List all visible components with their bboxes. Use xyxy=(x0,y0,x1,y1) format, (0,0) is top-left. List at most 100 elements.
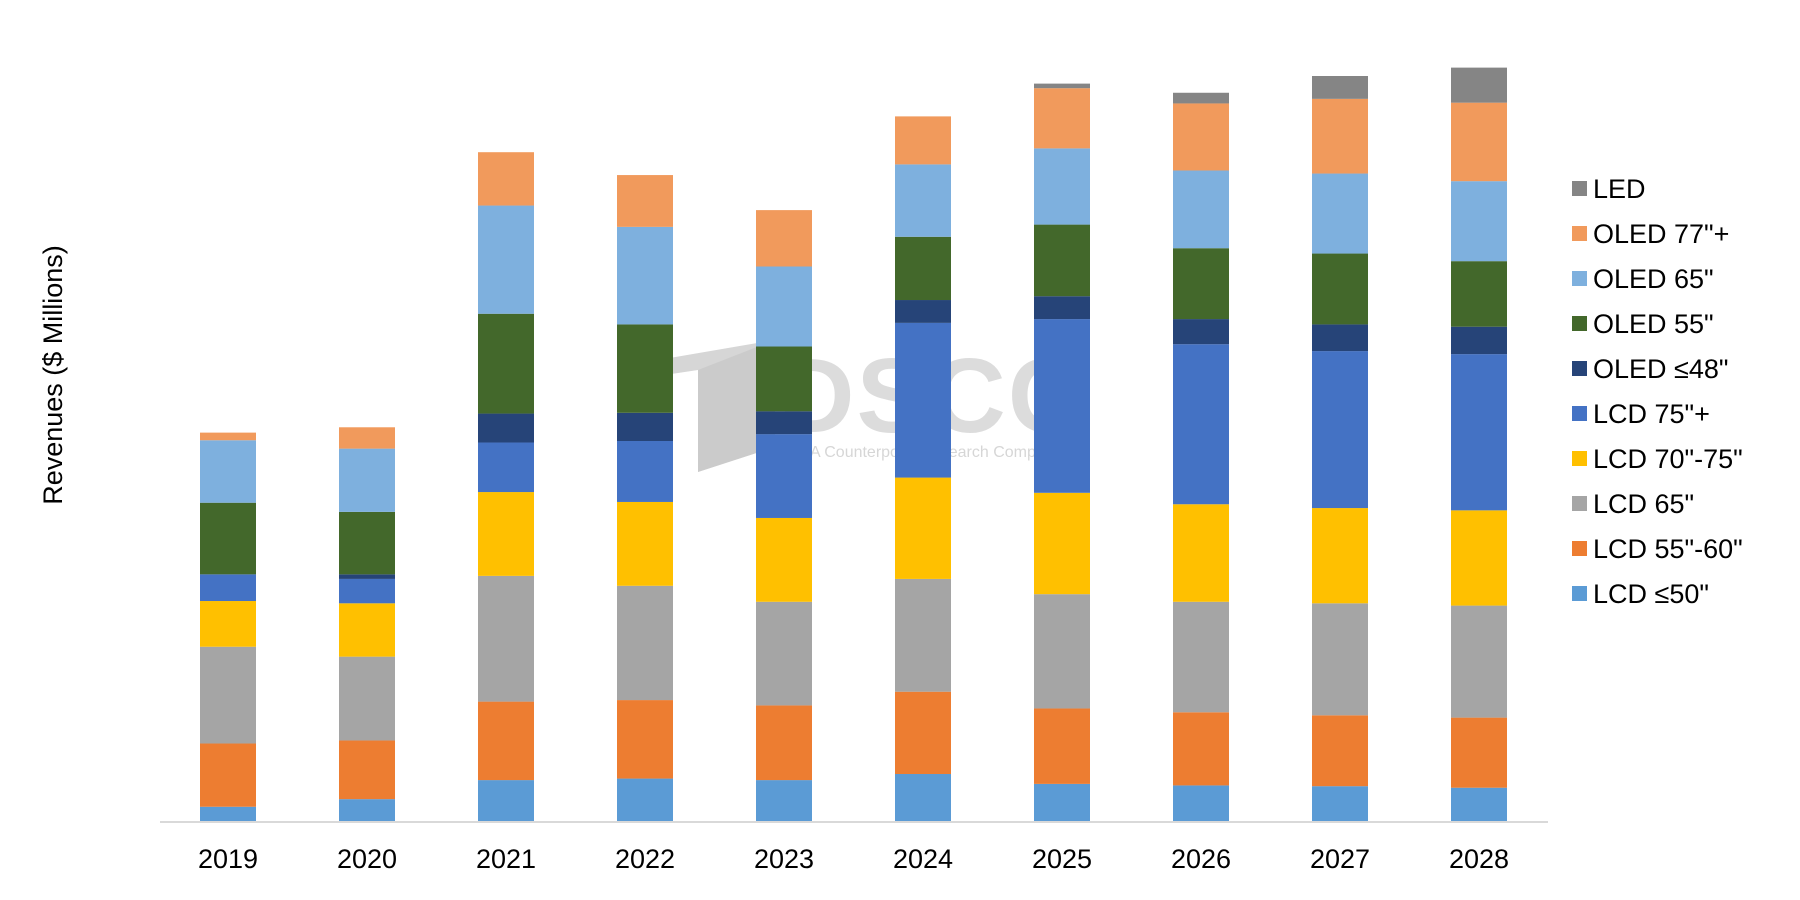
bar-segment-2023-s4 xyxy=(756,434,812,518)
bar-segment-2019-s8 xyxy=(200,432,256,441)
bar-segment-2021-s0 xyxy=(478,780,534,822)
bar-segment-2024-s8 xyxy=(895,116,951,165)
bar-segment-2025-s7 xyxy=(1034,148,1090,225)
bar-segment-2023-s5 xyxy=(756,411,812,435)
x-tick-label: 2019 xyxy=(198,844,258,874)
bar-segment-2022-s6 xyxy=(617,324,673,413)
legend-swatch xyxy=(1572,451,1587,466)
watermark-logo-facet xyxy=(698,340,775,472)
bar-segment-2027-s8 xyxy=(1312,98,1368,174)
bar-segment-2020-s5 xyxy=(339,574,395,579)
bar-segment-2026-s8 xyxy=(1173,103,1229,171)
x-tick-label: 2020 xyxy=(337,844,397,874)
bar-segment-2024-s6 xyxy=(895,236,951,301)
bar-segment-2025-s0 xyxy=(1034,783,1090,822)
legend-swatch xyxy=(1572,226,1587,241)
bar-segment-2022-s8 xyxy=(617,175,673,227)
bar-segment-2021-s1 xyxy=(478,701,534,781)
bar-segment-2026-s3 xyxy=(1173,504,1229,602)
bar-segment-2020-s3 xyxy=(339,603,395,657)
bar-segment-2019-s1 xyxy=(200,743,256,807)
legend-label: LCD 65" xyxy=(1593,489,1694,519)
bar-segment-2020-s6 xyxy=(339,511,395,575)
bar-segment-2028-s9 xyxy=(1451,67,1507,103)
bar-segment-2027-s9 xyxy=(1312,76,1368,99)
bar-segment-2023-s0 xyxy=(756,780,812,822)
bar-segment-2022-s2 xyxy=(617,585,673,701)
legend-swatch xyxy=(1572,271,1587,286)
bar-segment-2023-s8 xyxy=(756,210,812,267)
legend-swatch xyxy=(1572,406,1587,421)
bar-segment-2022-s3 xyxy=(617,501,673,586)
bar-segment-2028-s0 xyxy=(1451,787,1507,822)
bar-segment-2020-s2 xyxy=(339,656,395,741)
legend-swatch xyxy=(1572,361,1587,376)
bar-segment-2024-s2 xyxy=(895,578,951,692)
bar-segment-2022-s7 xyxy=(617,226,673,325)
bar-segment-2020-s7 xyxy=(339,448,395,512)
bar-segment-2025-s6 xyxy=(1034,224,1090,297)
bar-segment-2021-s7 xyxy=(478,205,534,314)
x-tick-labels: 2019 2020 2021 2022 2023 2024 2025 2026 2027 2028 xyxy=(198,844,1509,874)
bar-segment-2028-s2 xyxy=(1451,605,1507,718)
bar-segment-2024-s5 xyxy=(895,300,951,323)
bar-segment-2027-s3 xyxy=(1312,508,1368,604)
bar-segment-2019-s0 xyxy=(200,806,256,822)
legend-swatch xyxy=(1572,586,1587,601)
x-tick-label: 2021 xyxy=(476,844,536,874)
bar-segment-2025-s8 xyxy=(1034,88,1090,149)
bar-segment-2020-s1 xyxy=(339,740,395,800)
bar-segment-2025-s1 xyxy=(1034,708,1090,784)
legend-label: LCD ≤50" xyxy=(1593,579,1709,609)
bar-segment-2021-s2 xyxy=(478,575,534,702)
bar-segment-2023-s3 xyxy=(756,517,812,602)
bar-segment-2019-s3 xyxy=(200,601,256,647)
bar-segment-2022-s0 xyxy=(617,778,673,822)
bar-segment-2025-s4 xyxy=(1034,319,1090,493)
bar-segment-2026-s2 xyxy=(1173,601,1229,713)
legend-label: OLED 77"+ xyxy=(1593,219,1729,249)
legend-swatch xyxy=(1572,496,1587,511)
bar-segment-2027-s1 xyxy=(1312,715,1368,787)
bar-segment-2024-s3 xyxy=(895,477,951,579)
bar-segment-2026-s6 xyxy=(1173,248,1229,320)
bar-segment-2026-s0 xyxy=(1173,785,1229,822)
bar-segment-2021-s8 xyxy=(478,152,534,206)
legend-swatch xyxy=(1572,541,1587,556)
legend-label: OLED 65" xyxy=(1593,264,1714,294)
bar-segment-2028-s1 xyxy=(1451,717,1507,788)
bar-segment-2028-s4 xyxy=(1451,354,1507,511)
bars-group xyxy=(200,67,1507,822)
y-axis-label: Revenues ($ Millions) xyxy=(38,245,68,505)
bar-segment-2028-s3 xyxy=(1451,510,1507,606)
legend-swatch xyxy=(1572,181,1587,196)
bar-segment-2028-s7 xyxy=(1451,181,1507,262)
x-tick-label: 2022 xyxy=(615,844,675,874)
bar-segment-2026-s5 xyxy=(1173,319,1229,345)
x-tick-label: 2023 xyxy=(754,844,814,874)
legend-label: LCD 55"-60" xyxy=(1593,534,1743,564)
bar-segment-2021-s3 xyxy=(478,492,534,576)
bar-segment-2019-s6 xyxy=(200,502,256,575)
bar-segment-2019-s4 xyxy=(200,574,256,602)
x-tick-label: 2025 xyxy=(1032,844,1092,874)
bar-segment-2020-s4 xyxy=(339,578,395,604)
bar-segment-2028-s8 xyxy=(1451,102,1507,182)
bar-segment-2027-s5 xyxy=(1312,324,1368,352)
legend-label: LCD 70"-75" xyxy=(1593,444,1743,474)
bar-segment-2023-s2 xyxy=(756,601,812,706)
bar-segment-2021-s6 xyxy=(478,313,534,414)
bar-segment-2021-s4 xyxy=(478,442,534,493)
bar-segment-2026-s4 xyxy=(1173,344,1229,505)
x-tick-label: 2028 xyxy=(1449,844,1509,874)
bar-segment-2024-s4 xyxy=(895,322,951,478)
bar-segment-2026-s7 xyxy=(1173,170,1229,249)
bar-segment-2023-s7 xyxy=(756,266,812,347)
legend: LED OLED 77"+ OLED 65" OLED 55" OLED ≤48" LCD… xyxy=(1572,174,1743,609)
bar-segment-2020-s8 xyxy=(339,427,395,449)
bar-segment-2022-s5 xyxy=(617,412,673,441)
bar-segment-2025-s5 xyxy=(1034,296,1090,320)
bar-segment-2025-s3 xyxy=(1034,492,1090,595)
bar-segment-2024-s0 xyxy=(895,773,951,822)
bar-segment-2027-s0 xyxy=(1312,786,1368,822)
